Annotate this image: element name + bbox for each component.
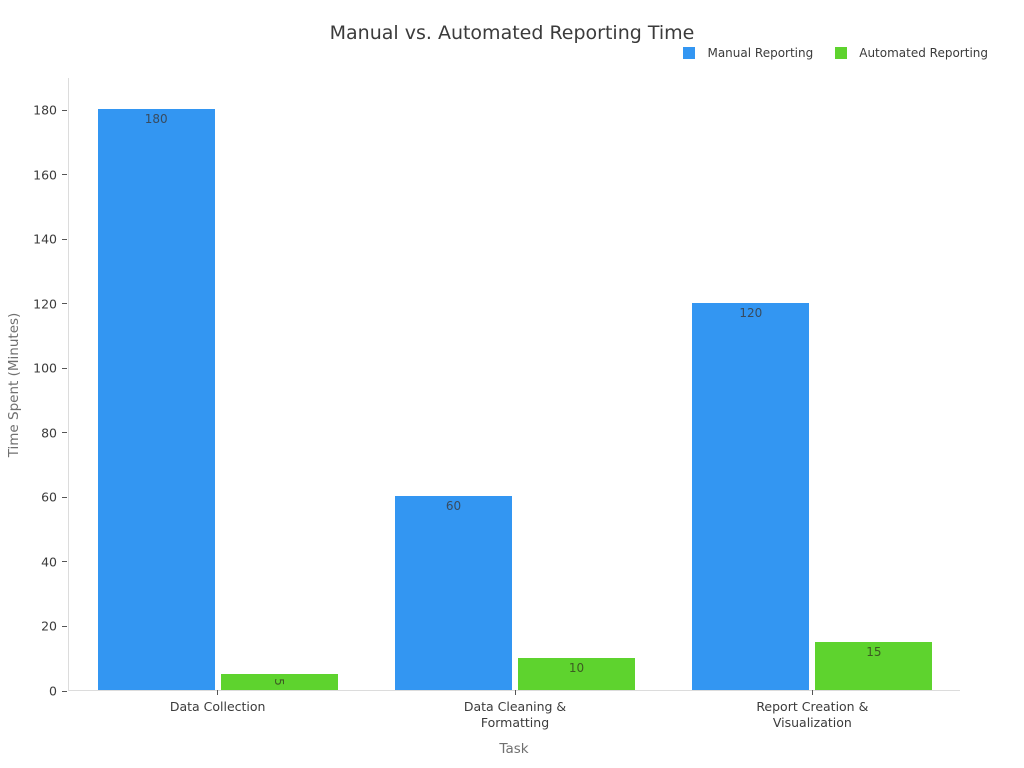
x-category-label: Data Cleaning & Formatting bbox=[463, 699, 567, 730]
y-tick-label: 0 bbox=[49, 683, 57, 699]
legend-item-automated-reporting[interactable]: Automated Reporting bbox=[835, 46, 988, 60]
y-axis-title: Time Spent (Minutes) bbox=[6, 312, 22, 458]
bar-manual-reporting[interactable]: 120 bbox=[692, 302, 810, 690]
bar-value-label: 10 bbox=[568, 660, 585, 675]
y-tick-mark bbox=[62, 496, 67, 498]
legend-swatch-icon bbox=[683, 47, 696, 59]
plot-area: 0 20 40 60 80 100 120 140 160 180 180 5 Data Collect… bbox=[33, 78, 960, 730]
bar-automated-reporting[interactable]: 5 bbox=[220, 673, 338, 690]
bar-group: 180 5 bbox=[97, 109, 338, 690]
legend-label: Manual Reporting bbox=[707, 46, 814, 60]
chart-title: Manual vs. Automated Reporting Time bbox=[329, 22, 695, 44]
legend-item-manual-reporting[interactable]: Manual Reporting bbox=[683, 46, 813, 60]
y-tick-label: 60 bbox=[41, 489, 57, 505]
y-tick-label: 40 bbox=[41, 554, 57, 570]
bar-group: 60 10 bbox=[395, 496, 635, 690]
y-tick-label: 140 bbox=[33, 231, 57, 247]
y-tick-mark bbox=[62, 303, 67, 305]
y-tick-mark bbox=[62, 561, 67, 563]
y-tick-mark bbox=[62, 690, 67, 692]
y-tick-label: 120 bbox=[33, 296, 57, 312]
bar-value-label: 15 bbox=[866, 644, 882, 659]
x-category-label: Data Collection bbox=[169, 699, 266, 714]
bar-automated-reporting[interactable]: 15 bbox=[815, 641, 933, 690]
bar-value-label: 60 bbox=[445, 499, 462, 514]
y-tick-mark bbox=[62, 432, 67, 434]
bar-group: 120 15 bbox=[692, 302, 933, 690]
legend-swatch-icon bbox=[835, 47, 848, 59]
y-tick-label: 20 bbox=[41, 618, 57, 634]
bar-value-label: 5 bbox=[272, 678, 287, 686]
bar-value-label: 180 bbox=[144, 112, 168, 127]
y-tick-label: 100 bbox=[33, 360, 57, 376]
x-tick-mark bbox=[217, 690, 219, 695]
y-tick-label: 80 bbox=[41, 425, 57, 441]
bar-value-label: 120 bbox=[739, 305, 763, 320]
legend-label: Automated Reporting bbox=[859, 46, 988, 60]
x-tick-mark bbox=[514, 690, 516, 695]
bar-manual-reporting[interactable]: 60 bbox=[395, 496, 512, 690]
y-tick-mark bbox=[62, 367, 67, 369]
bar-automated-reporting[interactable]: 10 bbox=[518, 657, 635, 690]
x-category-label: Report Creation & Visualization bbox=[756, 699, 869, 730]
y-tick-mark bbox=[62, 238, 67, 240]
y-tick-mark bbox=[62, 625, 67, 627]
bar-manual-reporting[interactable]: 180 bbox=[97, 109, 215, 690]
y-tick-label: 160 bbox=[33, 167, 57, 183]
y-tick-label: 180 bbox=[33, 102, 57, 118]
y-tick-mark bbox=[62, 174, 67, 176]
x-tick-mark bbox=[811, 690, 813, 695]
x-axis-title: Task bbox=[499, 741, 529, 757]
legend: Manual Reporting Automated Reporting bbox=[683, 46, 988, 60]
y-tick-mark bbox=[62, 109, 67, 111]
